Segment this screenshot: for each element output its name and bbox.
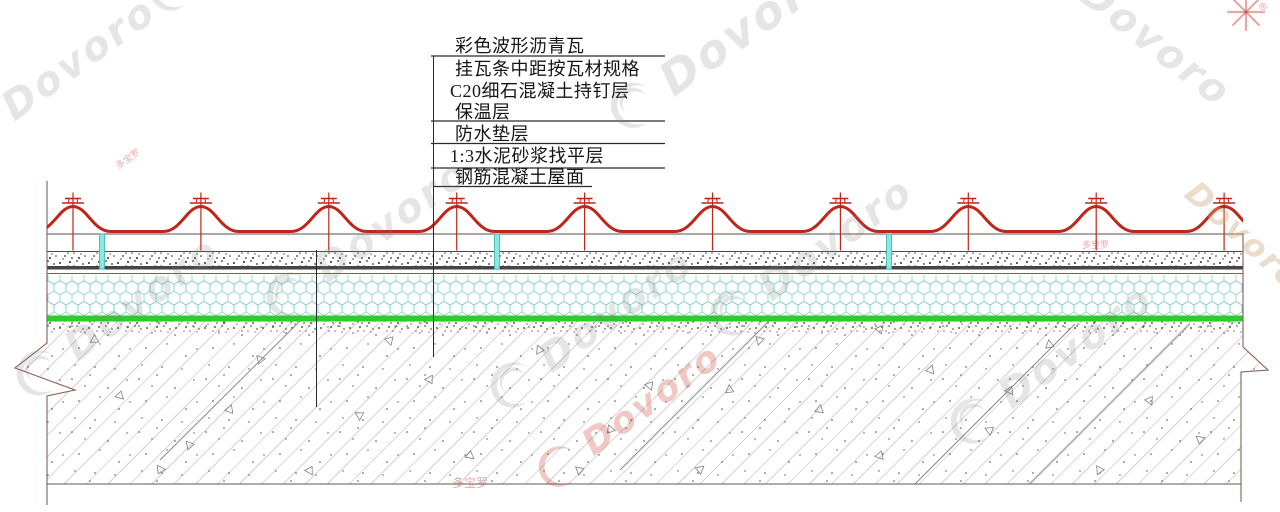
waterproof-underlay-line <box>47 266 1243 270</box>
label-c20-nail-layer: C20细石混凝土持钉层 <box>450 81 630 101</box>
label-insulation: 保温层 <box>455 102 511 122</box>
label-underlines <box>431 55 665 188</box>
rc-slab <box>15 321 1268 484</box>
tile-battens <box>99 233 892 270</box>
tile-nails <box>62 192 1236 251</box>
left-break-edge <box>13 181 77 505</box>
c20-nail-layer <box>47 252 1243 266</box>
label-asphalt-tile: 彩色波形沥青瓦 <box>455 36 585 56</box>
insulation-layer <box>47 275 1243 316</box>
tile-batten-bar <box>99 233 105 270</box>
aggregate-triangles <box>89 325 1206 476</box>
label-rc-roof: 钢筋混凝土屋面 <box>455 167 585 187</box>
label-waterproof-underlay: 防水垫层 <box>455 124 529 144</box>
label-mortar-leveling: 1:3水泥砂浆找平层 <box>450 146 605 166</box>
tile-batten-bar <box>886 233 892 270</box>
label-tile-batten: 挂瓦条中距按瓦材规格 <box>455 59 640 79</box>
tile-wave <box>47 205 1243 233</box>
layer-stack <box>13 181 1270 505</box>
tile-batten-bar <box>494 233 500 270</box>
leveling-layer-band <box>47 315 1243 322</box>
right-break-edge <box>1240 233 1270 502</box>
